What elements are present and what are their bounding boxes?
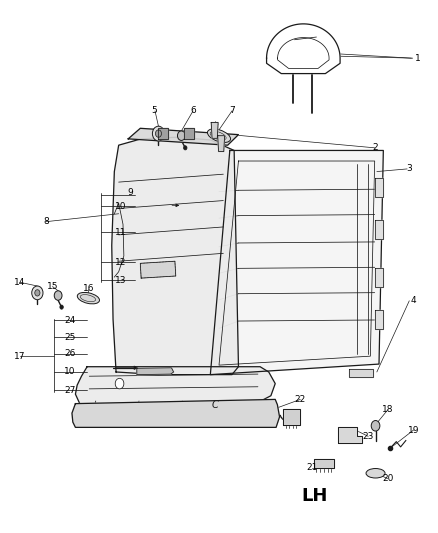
Polygon shape [338, 427, 362, 443]
Text: 22: 22 [295, 395, 306, 404]
Text: 5: 5 [151, 107, 157, 116]
Text: 16: 16 [83, 284, 94, 293]
Ellipse shape [77, 293, 99, 304]
Text: 9: 9 [127, 188, 133, 197]
Text: 13: 13 [115, 276, 127, 285]
Text: 27: 27 [64, 386, 75, 395]
Polygon shape [374, 310, 383, 329]
Text: 10: 10 [115, 202, 127, 211]
Text: 6: 6 [190, 107, 196, 116]
Polygon shape [349, 369, 372, 377]
Polygon shape [158, 128, 168, 139]
Circle shape [155, 130, 162, 138]
Polygon shape [283, 409, 300, 425]
Polygon shape [75, 367, 275, 413]
Ellipse shape [208, 129, 230, 142]
Polygon shape [112, 138, 238, 375]
Text: LH: LH [301, 487, 327, 505]
Text: 19: 19 [408, 425, 419, 434]
Text: 23: 23 [363, 432, 374, 441]
Text: 20: 20 [382, 474, 393, 483]
Text: 25: 25 [64, 333, 75, 342]
Text: 10: 10 [64, 367, 76, 376]
Text: 15: 15 [47, 282, 58, 291]
Polygon shape [314, 459, 334, 468]
Circle shape [371, 421, 380, 431]
Circle shape [152, 126, 165, 141]
Text: 21: 21 [306, 464, 318, 472]
Text: 14: 14 [14, 278, 26, 287]
Text: 18: 18 [382, 406, 393, 415]
Polygon shape [374, 178, 383, 197]
Polygon shape [184, 128, 194, 139]
Circle shape [32, 286, 43, 300]
Polygon shape [374, 220, 383, 239]
Text: 2: 2 [372, 143, 378, 152]
Text: 11: 11 [115, 228, 127, 237]
Polygon shape [374, 268, 383, 287]
Polygon shape [140, 261, 176, 278]
Text: 12: 12 [115, 258, 127, 267]
Circle shape [35, 290, 40, 296]
Text: 3: 3 [406, 164, 412, 173]
Text: 17: 17 [14, 352, 26, 361]
Polygon shape [211, 123, 218, 139]
Circle shape [184, 146, 187, 150]
Text: 24: 24 [64, 316, 75, 325]
Polygon shape [218, 136, 225, 151]
Polygon shape [210, 150, 383, 375]
Polygon shape [72, 399, 279, 427]
Circle shape [115, 378, 124, 389]
Polygon shape [128, 128, 238, 145]
Polygon shape [267, 24, 340, 74]
Polygon shape [137, 368, 173, 375]
Text: 7: 7 [229, 107, 235, 116]
Text: 26: 26 [64, 349, 75, 358]
Circle shape [54, 291, 62, 300]
Text: 8: 8 [43, 217, 49, 226]
Text: 4: 4 [411, 296, 417, 305]
Ellipse shape [366, 469, 385, 478]
Text: 1: 1 [415, 54, 421, 63]
Circle shape [60, 305, 64, 309]
Text: C: C [211, 400, 218, 410]
Circle shape [177, 131, 185, 140]
